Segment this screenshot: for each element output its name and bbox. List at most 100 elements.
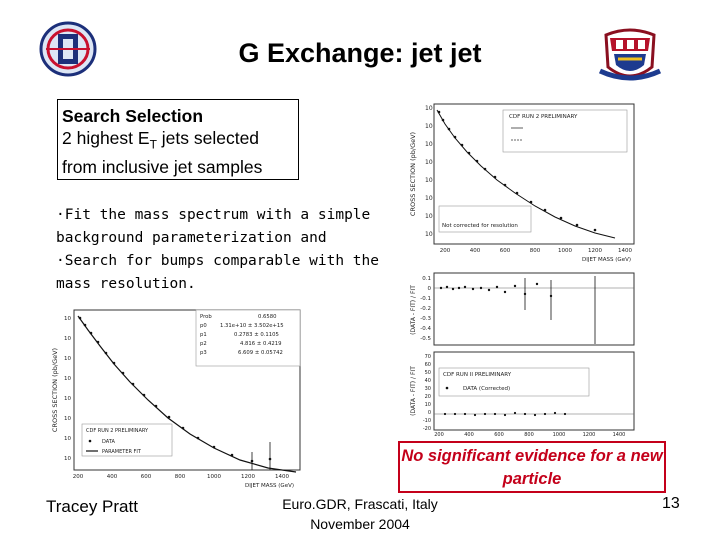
svg-text:-0.4: -0.4 — [420, 326, 431, 332]
svg-text:0: 0 — [428, 410, 431, 416]
search-selection-box: Search Selection 2 highest ET jets selec… — [57, 99, 299, 180]
svg-text:200: 200 — [434, 432, 444, 438]
legend-title: CDF RUN 2 PRELIMINARY — [86, 428, 149, 434]
y-axis-label: (DATA - FIT) / FIT — [410, 285, 417, 335]
data-points — [443, 411, 567, 417]
search-heading: Search Selection — [62, 106, 204, 126]
svg-text:-0.3: -0.3 — [420, 316, 431, 322]
legend-title: CDF RUN 2 PRELIMINARY — [509, 114, 578, 120]
bullet-list: ·Fit the mass spectrum with a simple bac… — [56, 204, 386, 296]
bullet-item: ·Fit the mass spectrum with a simple bac… — [56, 207, 371, 246]
bullet-item: ·Search for bumps comparable with the ma… — [56, 253, 380, 292]
svg-text:10: 10 — [64, 456, 71, 462]
svg-text:10: 10 — [425, 105, 433, 112]
svg-text:200: 200 — [440, 248, 451, 254]
svg-text:400: 400 — [107, 474, 118, 480]
svg-text:10: 10 — [425, 159, 433, 166]
residual-plot-middle-right: (DATA - FIT) / FIT 0.1 0 -0.1 -0.2 -0.3 -0.4 -… — [405, 270, 640, 356]
svg-text:0.6580: 0.6580 — [258, 314, 277, 320]
svg-text:0: 0 — [428, 286, 432, 292]
svg-text:10: 10 — [425, 195, 433, 202]
cross-section-fit-plot-left: CROSS SECTION (pb/GeV) 10 10 10 10 10 10 10 10 … — [48, 306, 310, 494]
x-ticks: 200 400 600 800 1000 1200 1400 — [440, 248, 633, 254]
svg-text:10: 10 — [64, 356, 71, 362]
svg-text:600: 600 — [500, 248, 511, 254]
legend-entry-data: DATA — [102, 439, 115, 445]
footer-venue-line-2: November 2004 — [310, 516, 410, 532]
plot-note: Not corrected for resolution — [442, 223, 518, 229]
fit-stats: Prob 0.6580 p0 1.31e+10 ± 3.502e+15 p1 0.27… — [200, 314, 284, 356]
svg-text:10: 10 — [425, 213, 433, 220]
svg-text:400: 400 — [470, 248, 481, 254]
svg-text:10: 10 — [425, 177, 433, 184]
svg-text:20: 20 — [425, 394, 431, 400]
y-ticks: 10 10 10 10 10 10 10 10 — [425, 105, 433, 238]
no-evidence-callout: No significant evidence for a new partic… — [398, 441, 666, 493]
parameter-fit-curve — [77, 315, 297, 473]
svg-text:p1: p1 — [200, 332, 207, 338]
search-line-3: from inclusive jet samples — [62, 156, 263, 177]
svg-text:4.816 ± 0.4219: 4.816 ± 0.4219 — [240, 341, 282, 347]
svg-text:1400: 1400 — [613, 432, 626, 438]
residual-plot-lower-right: (DATA - FIT) / FIT 70 60 50 40 30 20 10 0 -10 -20… — [405, 348, 640, 440]
svg-text:10: 10 — [64, 436, 71, 442]
x-axis-label: DIJET MASS (GeV) — [245, 483, 294, 489]
legend-entry-fit: PARAMETER FIT — [102, 449, 142, 455]
svg-text:0.2783 ± 0.1105: 0.2783 ± 0.1105 — [234, 332, 279, 338]
svg-text:Prob: Prob — [200, 314, 212, 320]
svg-text:10: 10 — [64, 396, 71, 402]
x-ticks: 200 400 600 800 1000 1200 1400 — [73, 474, 290, 480]
university-crest — [596, 27, 664, 87]
svg-text:p2: p2 — [200, 341, 207, 347]
y-axis-label: (DATA - FIT) / FIT — [410, 366, 417, 416]
svg-text:1400: 1400 — [275, 474, 289, 480]
y-ticks: 0.1 0 -0.1 -0.2 -0.3 -0.4 -0.5 — [420, 276, 431, 342]
svg-text:200: 200 — [73, 474, 84, 480]
cdf-logo — [38, 20, 98, 78]
slide-title: G Exchange: jet jet — [238, 38, 482, 68]
svg-text:-0.5: -0.5 — [420, 336, 431, 342]
svg-text:10: 10 — [64, 316, 71, 322]
svg-text:70: 70 — [425, 354, 431, 360]
svg-text:10: 10 — [64, 416, 71, 422]
svg-text:p0: p0 — [200, 323, 207, 329]
legend-title: CDF RUN II PRELIMINARY — [443, 372, 512, 378]
cross-section-plot-top-right: CROSS SECTION (pb/GeV) 10 10 10 10 10 10 10 10 … — [405, 98, 640, 266]
svg-text:10: 10 — [425, 231, 433, 238]
fit-curve — [436, 109, 616, 239]
svg-text:1400: 1400 — [618, 248, 632, 254]
data-points — [437, 110, 597, 232]
svg-text:800: 800 — [175, 474, 186, 480]
svg-text:800: 800 — [530, 248, 541, 254]
svg-text:400: 400 — [464, 432, 474, 438]
footer-author: Tracey Pratt — [46, 497, 138, 516]
x-ticks: 200 400 600 800 1000 1200 1400 — [434, 432, 625, 438]
svg-text:p3: p3 — [200, 350, 207, 356]
svg-text:800: 800 — [524, 432, 534, 438]
svg-text:50: 50 — [425, 370, 431, 376]
y-axis-label: CROSS SECTION (pb/GeV) — [51, 348, 59, 432]
footer-venue-line-1: Euro.GDR, Frascati, Italy — [282, 496, 438, 512]
svg-text:10: 10 — [64, 376, 71, 382]
svg-text:6.609 ± 0.05742: 6.609 ± 0.05742 — [238, 350, 283, 356]
svg-text:10: 10 — [425, 123, 433, 130]
svg-text:1000: 1000 — [553, 432, 566, 438]
svg-text:1200: 1200 — [588, 248, 602, 254]
svg-text:10: 10 — [64, 336, 71, 342]
svg-text:600: 600 — [494, 432, 504, 438]
y-axis-label: CROSS SECTION (pb/GeV) — [409, 132, 417, 216]
data-points — [439, 282, 553, 298]
svg-text:1.31e+10 ± 3.502e+15: 1.31e+10 ± 3.502e+15 — [220, 323, 284, 329]
svg-text:60: 60 — [425, 362, 431, 368]
svg-text:40: 40 — [425, 378, 431, 384]
x-axis-label: DIJET MASS (GeV) — [582, 257, 631, 263]
y-ticks: 10 10 10 10 10 10 10 10 — [64, 316, 71, 462]
svg-text:-0.1: -0.1 — [420, 296, 431, 302]
footer-venue: Euro.GDR, Frascati, Italy November 2004 — [260, 494, 460, 534]
svg-text:0.1: 0.1 — [422, 276, 431, 282]
svg-text:1200: 1200 — [241, 474, 255, 480]
svg-text:-10: -10 — [423, 418, 431, 424]
svg-text:10: 10 — [425, 402, 431, 408]
legend-entry: DATA (Corrected) — [463, 386, 510, 392]
page-number: 13 — [662, 495, 680, 512]
